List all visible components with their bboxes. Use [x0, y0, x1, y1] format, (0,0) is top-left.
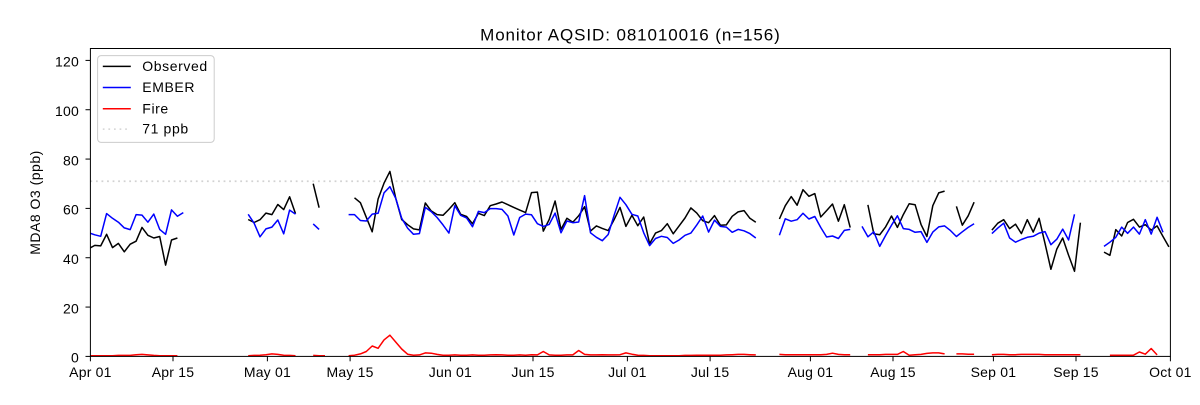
- svg-text:May 15: May 15: [327, 364, 374, 380]
- svg-text:Sep 01: Sep 01: [971, 364, 1017, 380]
- svg-text:60: 60: [63, 202, 79, 218]
- svg-text:Oct 01: Oct 01: [1149, 364, 1191, 380]
- svg-text:Jul 15: Jul 15: [691, 364, 730, 380]
- svg-text:Aug 15: Aug 15: [870, 364, 916, 380]
- svg-text:Aug 01: Aug 01: [788, 364, 834, 380]
- svg-text:71 ppb: 71 ppb: [142, 121, 188, 137]
- svg-text:Apr 01: Apr 01: [69, 364, 111, 380]
- svg-text:40: 40: [63, 251, 79, 267]
- svg-text:EMBER: EMBER: [142, 79, 195, 95]
- svg-text:Jul 01: Jul 01: [608, 364, 647, 380]
- svg-text:20: 20: [63, 300, 79, 316]
- svg-text:Sep 15: Sep 15: [1053, 364, 1099, 380]
- svg-text:Monitor AQSID: 081010016 (n=15: Monitor AQSID: 081010016 (n=156): [480, 26, 781, 45]
- svg-text:MDA8 O3 (ppb): MDA8 O3 (ppb): [27, 150, 43, 255]
- svg-text:Observed: Observed: [142, 58, 208, 74]
- svg-text:Jun 01: Jun 01: [429, 364, 472, 380]
- svg-text:Jun 15: Jun 15: [511, 364, 554, 380]
- svg-text:Apr 15: Apr 15: [152, 364, 194, 380]
- svg-text:80: 80: [63, 152, 79, 168]
- svg-text:May 01: May 01: [244, 364, 291, 380]
- svg-text:0: 0: [71, 350, 79, 366]
- svg-text:Fire: Fire: [142, 100, 169, 116]
- svg-text:100: 100: [55, 103, 79, 119]
- svg-text:120: 120: [55, 54, 79, 70]
